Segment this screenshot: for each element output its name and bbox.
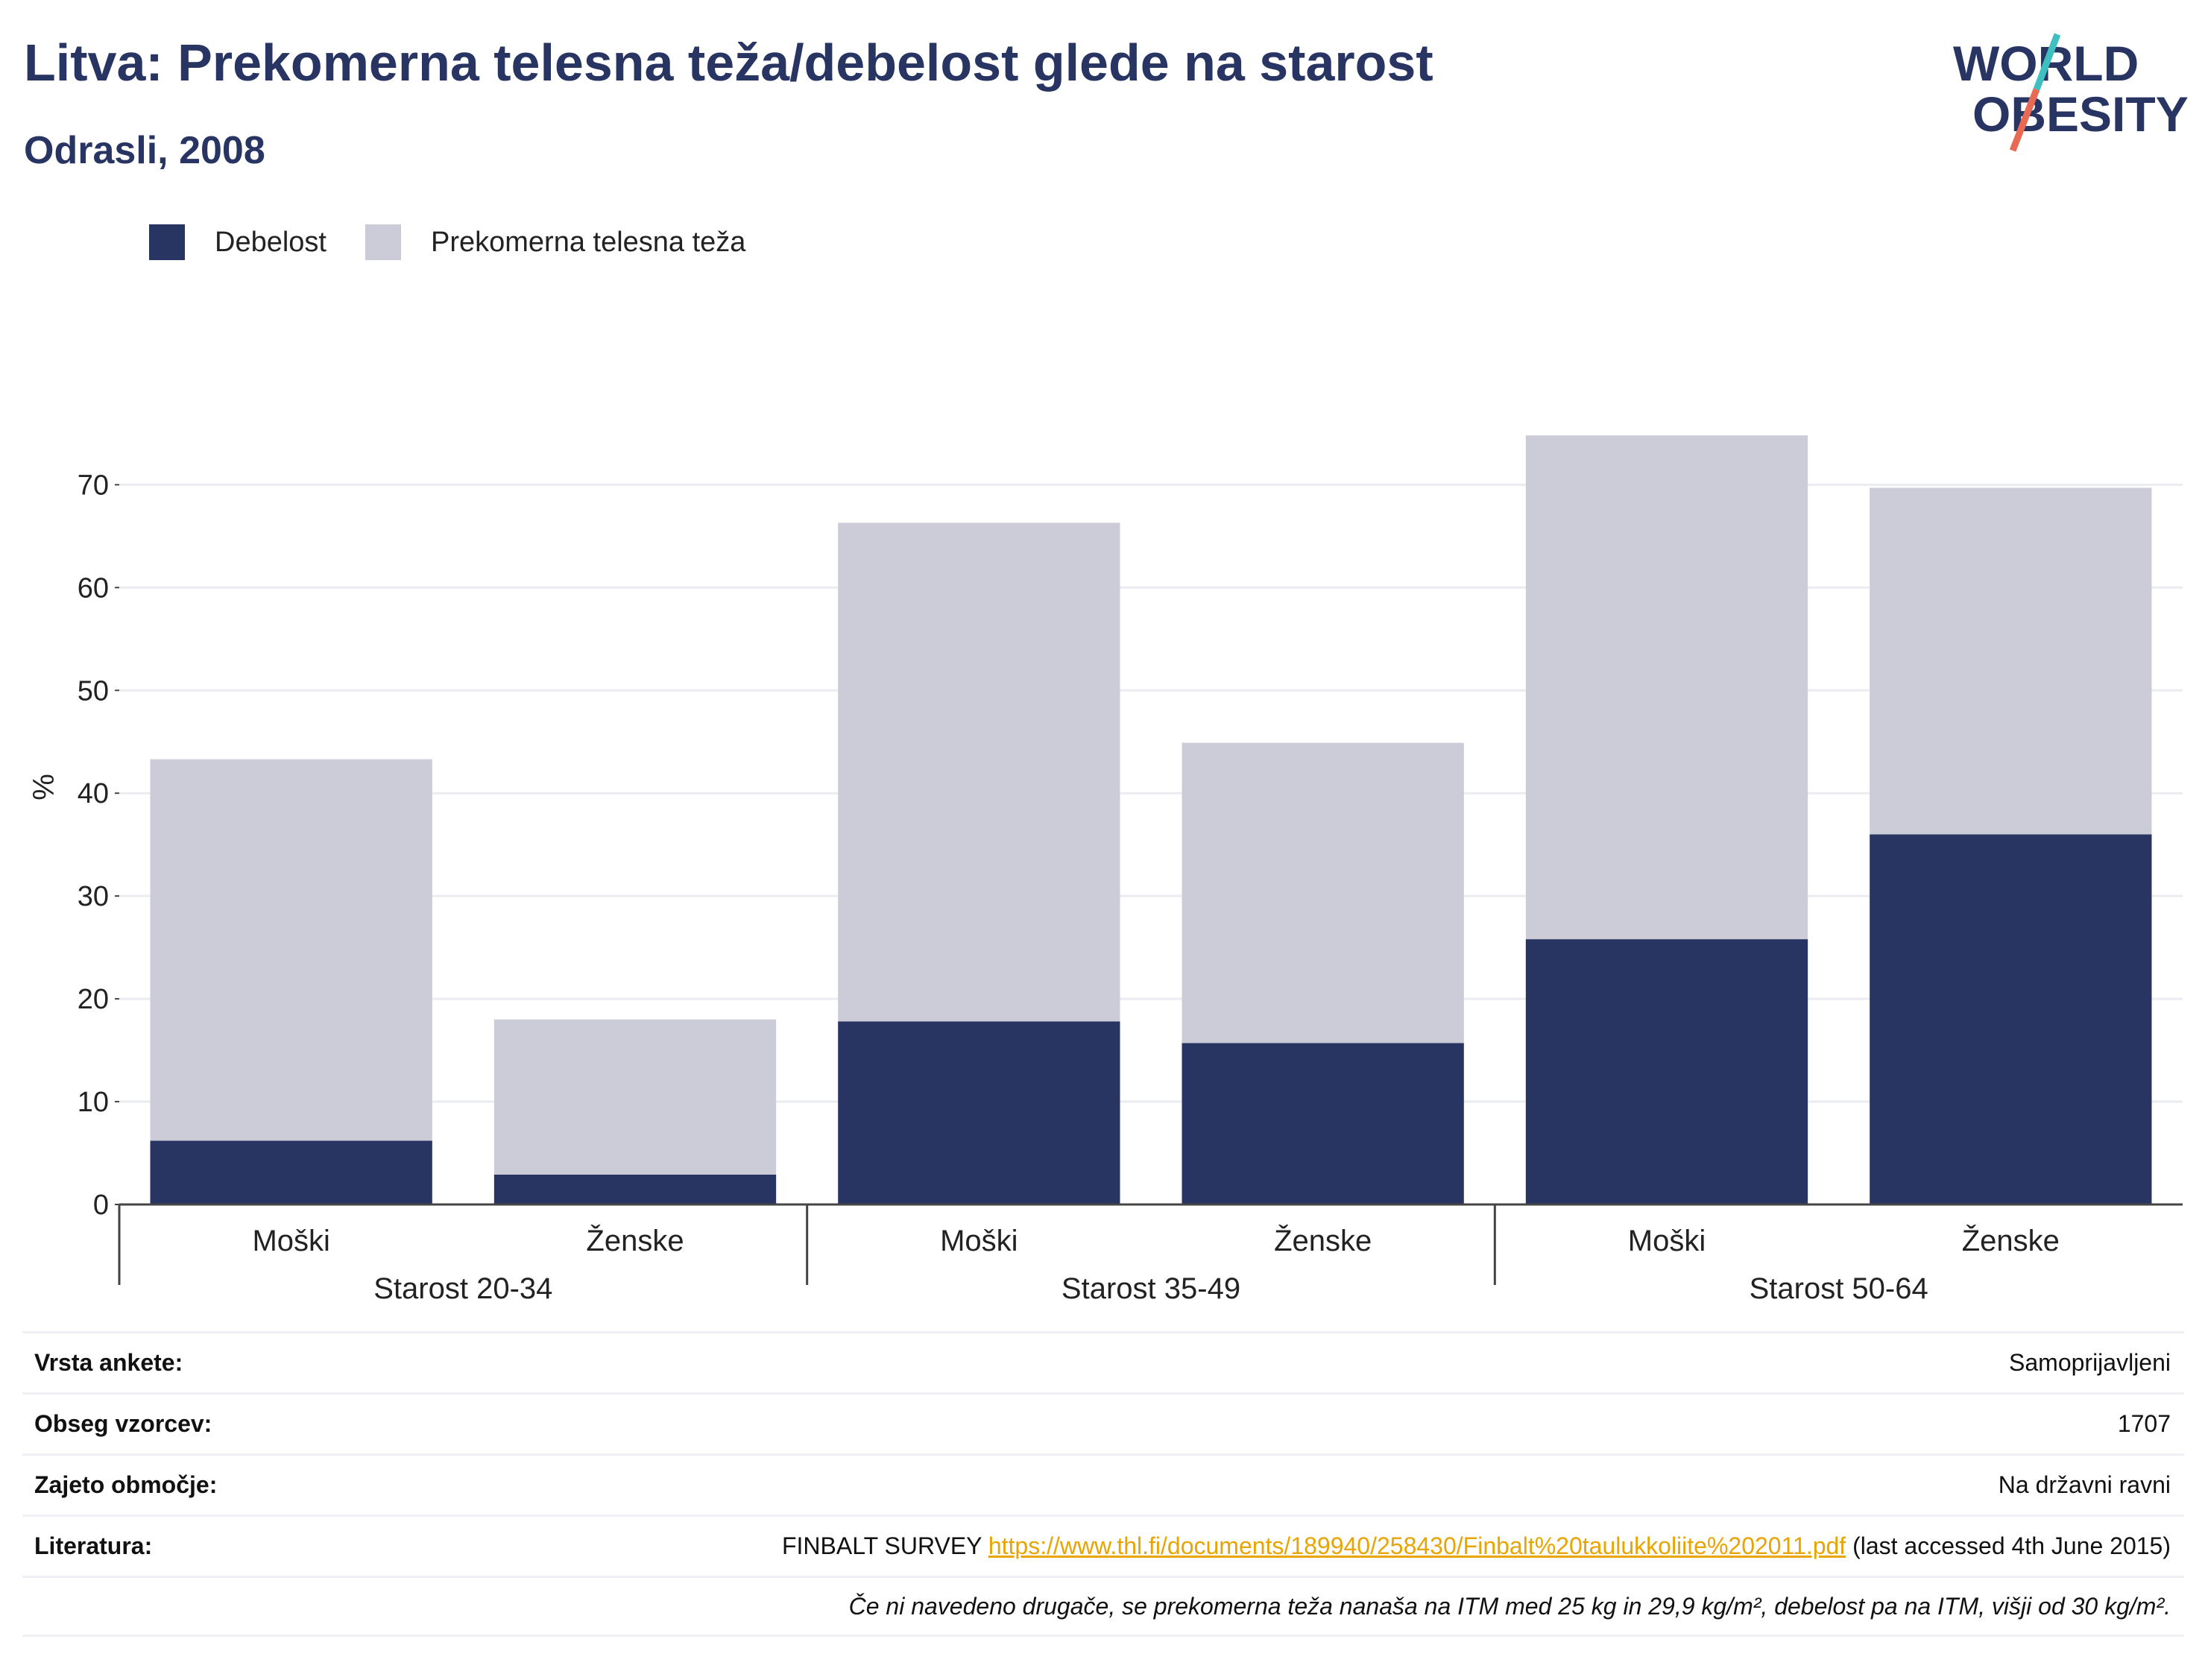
logo-line2: OBESITY: [1972, 86, 2189, 142]
bmi-definition-note: Če ni navedeno drugače, se prekomerna te…: [848, 1592, 2171, 1620]
y-tick-label: 20: [78, 984, 109, 1015]
bar-chart: 0 10 20 30 40 50 60 70 Moški Ženske Moški Ženske Moš…: [28, 435, 2183, 1305]
literature-link[interactable]: https://www.thl.fi/documents/189940/2584…: [988, 1532, 1846, 1559]
bar-overweight: [838, 522, 1120, 1022]
info-key: Zajeto območje:: [34, 1471, 218, 1498]
info-key: Vrsta ankete:: [34, 1349, 183, 1376]
y-tick-label: 40: [78, 778, 109, 809]
x-tick-label: Ženske: [1274, 1224, 1372, 1257]
x-tick-label: Moški: [252, 1225, 329, 1257]
bar-overweight: [1525, 435, 1808, 940]
bar-obesity: [150, 1140, 432, 1204]
info-value: FINBALT SURVEY https://www.thl.fi/docume…: [782, 1532, 2171, 1560]
x-tick-label: Moški: [1628, 1225, 1706, 1257]
y-tick-label: 10: [78, 1087, 109, 1118]
page-title: Litva: Prekomerna telesna teža/debelost …: [24, 34, 1433, 92]
survey-info-table: Vrsta ankete: Samoprijavljeni Obseg vzor…: [22, 1331, 2184, 1637]
bar-overweight: [493, 1019, 777, 1175]
y-tick-label: 0: [93, 1190, 109, 1221]
logo-slash-coral: [2009, 88, 2040, 152]
bar-obesity: [493, 1174, 777, 1204]
bar-overweight: [1870, 487, 2152, 835]
x-tick-label: Ženske: [1962, 1224, 2060, 1257]
info-value: Samoprijavljeni: [2009, 1349, 2171, 1376]
info-key: Literatura:: [34, 1532, 153, 1559]
info-row-literature: Literatura: FINBALT SURVEY https://www.t…: [22, 1515, 2184, 1576]
info-row-sample-size: Obseg vzorcev: 1707: [22, 1392, 2184, 1453]
legend-swatch-overweight: [365, 224, 401, 260]
legend-label-overweight: Prekomerna telesna teža: [430, 226, 746, 258]
grid-lines: [119, 483, 2183, 1103]
group-label: Starost 35-49: [1062, 1272, 1240, 1305]
legend-swatch-obesity: [149, 224, 185, 260]
group-label: Starost 50-64: [1750, 1272, 1928, 1305]
world-obesity-logo: WORLD OBESITY: [1953, 33, 2189, 152]
x-tick-label: Moški: [940, 1225, 1018, 1257]
chart-legend: Debelost Prekomerna telesna teža: [149, 224, 784, 261]
y-tick-label: 60: [78, 572, 109, 604]
bars: [150, 435, 2152, 1204]
literature-accessed: (last accessed 4th June 2015): [1852, 1532, 2171, 1559]
literature-source: FINBALT SURVEY: [781, 1532, 982, 1559]
bar-obesity: [1525, 939, 1808, 1204]
info-value: 1707: [2117, 1410, 2171, 1437]
page-subtitle: Odrasli, 2008: [24, 129, 265, 172]
info-key: Obseg vzorcev:: [34, 1410, 212, 1437]
info-row-survey-type: Vrsta ankete: Samoprijavljeni: [22, 1331, 2184, 1392]
bar-overweight: [1182, 742, 1464, 1043]
logo-slash-teal: [2033, 33, 2061, 91]
group-label: Starost 20-34: [373, 1272, 552, 1305]
y-tick-label: 50: [78, 675, 109, 707]
info-row-note: Če ni navedeno drugače, se prekomerna te…: [22, 1576, 2184, 1637]
legend-label-obesity: Debelost: [215, 226, 327, 258]
y-tick-label: 30: [78, 881, 109, 912]
y-axis-label: %: [28, 774, 60, 800]
bar-obesity: [1182, 1043, 1464, 1204]
bar-overweight: [150, 759, 432, 1141]
info-row-area: Zajeto območje: Na državni ravni: [22, 1453, 2184, 1515]
y-tick-label: 70: [78, 470, 109, 501]
info-value: Na državni ravni: [1998, 1471, 2171, 1498]
x-tick-label: Ženske: [586, 1224, 684, 1257]
bar-obesity: [1870, 834, 2152, 1204]
bar-obesity: [838, 1021, 1120, 1204]
axes: 0 10 20 30 40 50 60 70 Moški Ženske Moški Ženske Moš…: [78, 470, 2183, 1305]
